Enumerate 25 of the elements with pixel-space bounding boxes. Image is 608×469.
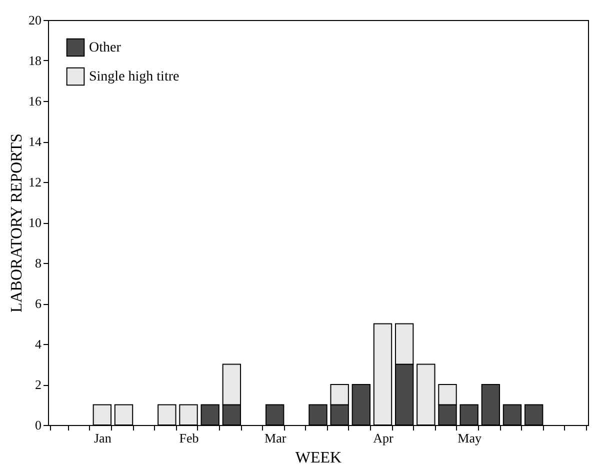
legend-label: Single high titre	[89, 70, 180, 84]
bar	[373, 323, 392, 426]
y-tick-label: 20	[28, 12, 42, 28]
y-tick-label: 16	[28, 94, 42, 108]
y-axis-title: LABORATORY REPORTS	[8, 133, 26, 313]
legend-label: Other	[89, 40, 122, 56]
y-tick-label: 12	[28, 174, 42, 190]
y-tick-label: 10	[28, 215, 42, 230]
y-tick-label: 0	[35, 418, 42, 432]
x-axis-title: WEEK	[295, 450, 342, 466]
y-tick-label: 8	[35, 256, 42, 270]
x-tick-label: May	[458, 430, 482, 446]
bar	[114, 404, 134, 426]
y-tick-label: 14	[28, 134, 42, 149]
y-tick-label: 4	[35, 336, 42, 352]
y-tick-label: 6	[35, 296, 42, 311]
y-tick-label: 2	[35, 377, 42, 392]
bar	[481, 384, 500, 426]
bar	[265, 404, 284, 426]
x-tick-label: Jan	[94, 430, 112, 446]
x-tick-label: Feb	[179, 430, 199, 446]
bar	[524, 404, 544, 426]
x-tick-label: Apr	[373, 430, 394, 446]
x-tick-label: Mar	[264, 430, 287, 446]
y-tick-label: 18	[28, 53, 42, 68]
